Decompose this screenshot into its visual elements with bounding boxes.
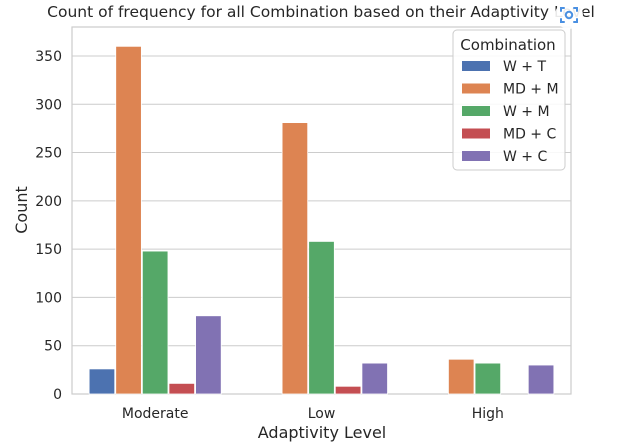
x-tick-label: Low — [308, 406, 336, 422]
y-axis-label: Count — [12, 186, 31, 234]
legend-title: Combination — [460, 36, 555, 54]
bar-moderate-2 — [141, 250, 169, 395]
legend-label: MD + M — [503, 82, 559, 98]
legend-swatch — [462, 61, 490, 71]
legend-label: W + C — [503, 149, 547, 165]
tick-labels: 0 50 100 150 200 250 300 350 Moderate Low High — [35, 49, 504, 422]
legend-label: MD + C — [503, 127, 556, 143]
legend: Combination W + T MD + M W + M MD + C W + C — [452, 29, 566, 171]
bar-high-4 — [527, 364, 555, 395]
bar-low-3 — [334, 385, 362, 395]
bar-moderate-3 — [168, 382, 195, 395]
y-tick-label: 250 — [35, 146, 62, 162]
screen-capture-icon[interactable] — [552, 0, 586, 30]
chart-title: Count of frequency for all Combination b… — [47, 3, 595, 21]
y-tick-label: 100 — [35, 290, 62, 306]
legend-swatch — [462, 106, 490, 116]
y-tick-label: 0 — [53, 387, 62, 403]
bar-low-4 — [361, 362, 388, 395]
x-axis-label: Adaptivity Level — [258, 423, 386, 442]
legend-swatch — [462, 128, 490, 139]
y-tick-label: 50 — [44, 339, 62, 355]
bar-low-1 — [281, 122, 309, 395]
bar-moderate-1 — [115, 45, 142, 395]
legend-swatch — [462, 151, 490, 161]
bar-moderate-0 — [88, 368, 116, 395]
legend-items: W + T MD + M W + M MD + C W + C — [462, 59, 559, 165]
bar-high-2 — [474, 362, 502, 395]
legend-label: W + T — [503, 59, 546, 75]
y-tick-label: 300 — [35, 97, 62, 113]
bar-moderate-4 — [195, 315, 222, 395]
y-tick-label: 200 — [35, 194, 62, 210]
x-tick-label: Moderate — [122, 406, 189, 422]
legend-swatch — [462, 83, 490, 94]
legend-label: W + M — [503, 104, 550, 120]
y-tick-label: 150 — [35, 242, 62, 258]
bar-low-2 — [308, 241, 335, 395]
x-tick-label: High — [472, 406, 504, 422]
bar-high-1 — [448, 358, 475, 395]
y-tick-label: 350 — [35, 49, 62, 65]
bars — [88, 45, 555, 395]
